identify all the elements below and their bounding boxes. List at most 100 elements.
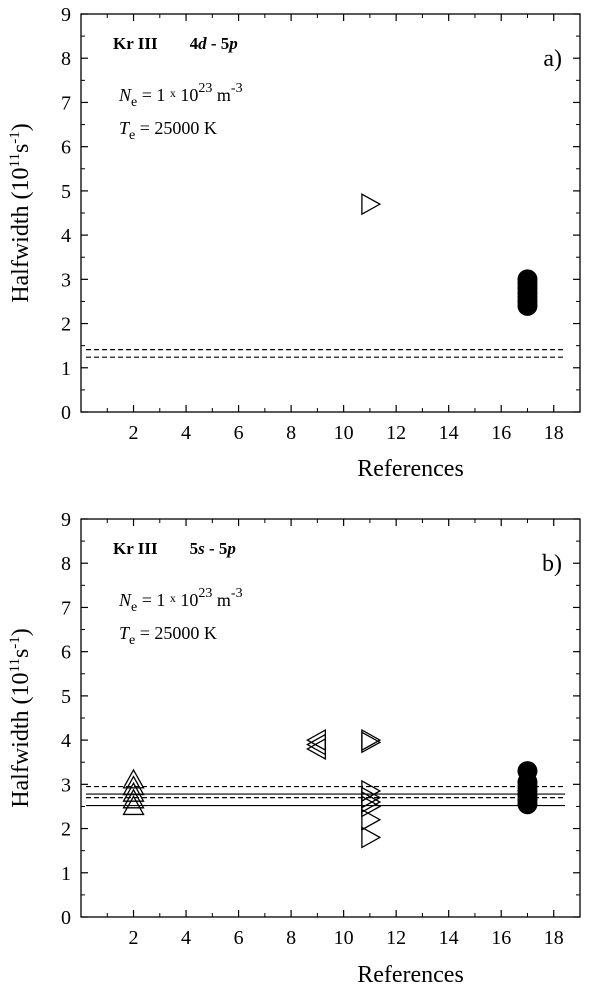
x-tick-label: 6 [234,422,244,444]
y-tick-label: 0 [61,907,71,929]
panel-title-transition: 4 [190,34,199,53]
panel-title-transition: - 5 [207,34,230,53]
y-axis-title-exp: 11 [7,658,23,672]
data-point-triangle-up [122,781,145,802]
annotation-density: Ne = 1 x 1023 m-3 [118,586,243,615]
annotation-density-exp: 23 [198,586,212,601]
data-point-triangle-left [306,729,327,752]
y-tick-label: 6 [61,137,71,159]
annotation-temperature-symbol: T [119,118,131,138]
panel-title-transition: 5 [190,539,199,558]
y-axis-title-main: Halfwidth (10 [8,672,34,807]
data-point-filled-circle [517,761,538,782]
data-point-triangle-up [122,768,145,789]
annotation-density-times: x [170,86,176,100]
y-axis-title: Halfwidth (1011s-1) [7,123,34,303]
data-point-triangle-right [361,826,382,849]
y-tick-label: 6 [61,642,71,664]
x-tick-label: 12 [386,927,406,949]
panel-letter: a) [543,46,562,72]
annotation-temperature-value: = 25000 K [135,623,217,643]
data-point-triangle-right [361,808,382,831]
plot-frame [80,518,581,918]
annotation-temperature-symbol: T [119,623,131,643]
panel-title-transition: - 5 [205,539,228,558]
x-tick-label: 18 [544,927,564,949]
data-point-triangle-up [122,795,145,816]
panel-title-species: Kr III [113,539,158,558]
x-tick-label: 14 [439,422,459,444]
y-axis-title-unit: s [8,649,34,658]
x-tick-label: 4 [181,927,191,949]
y-tick-label: 2 [61,314,71,336]
y-axis-title-unit-exp: -1 [7,636,23,649]
y-tick-label: 0 [61,402,71,424]
y-axis-title: Halfwidth (1011s-1) [7,628,34,808]
annotation-density-exp: 23 [198,81,212,96]
x-tick-label: 12 [386,422,406,444]
annotation-temperature-sub: e [129,128,135,143]
panel-letter: b) [542,551,562,577]
annotation-density-ten: 10 [176,85,199,105]
x-tick-label: 10 [334,927,354,949]
y-tick-label: 9 [61,509,71,531]
annotation-density-symbol: N [118,85,132,105]
annotation-temperature-value: = 25000 K [135,118,217,138]
y-axis-title-close: ) [8,628,34,636]
y-axis-title-close: ) [8,123,34,131]
annotation-temperature: Te = 25000 K [119,118,217,143]
annotation-temperature-sub: e [129,633,135,648]
y-tick-label: 8 [61,48,71,70]
x-tick-label: 2 [129,927,139,949]
panel-title-transition: d [198,34,207,53]
y-tick-label: 7 [61,597,71,619]
x-axis-title: References [357,456,464,482]
data-point-filled-circle [517,269,538,290]
y-tick-label: 9 [61,4,71,26]
data-point-triangle-up [122,775,145,796]
y-tick-label: 3 [61,774,71,796]
annotation-temperature: Te = 25000 K [119,623,217,648]
panel-title-transition: p [227,34,238,53]
y-tick-label: 3 [61,269,71,291]
chart-panel-b: 2 4 6 8 10 12 14 16 180123456789ReferencesHalfwi… [7,509,581,986]
y-tick-label: 2 [61,819,71,841]
y-axis-title-main: Halfwidth (10 [8,167,34,302]
y-axis-title-exp: 11 [7,153,23,167]
x-tick-label: 14 [439,927,459,949]
y-tick-label: 4 [61,225,71,247]
y-tick-label: 4 [61,730,71,752]
x-tick-label: 10 [334,422,354,444]
annotation-density-sub: e [131,95,137,110]
panel-title: Kr III 4d - 5p [113,34,238,53]
annotation-density-eq: = 1 [137,85,170,105]
annotation-density-unit: m [212,590,231,610]
annotation-density-unit-exp: -3 [231,81,243,96]
annotation-density-unit: m [212,85,231,105]
annotation-density-symbol: N [118,590,132,610]
data-point-triangle-right [361,729,382,752]
y-tick-label: 7 [61,92,71,114]
panel-title-transition: s [197,539,205,558]
x-tick-label: 8 [286,927,296,949]
x-tick-label: 18 [544,422,564,444]
annotation-density-unit-exp: -3 [231,586,243,601]
annotation-density-ten: 10 [176,590,199,610]
annotation-density: Ne = 1 x 1023 m-3 [118,81,243,110]
x-tick-label: 6 [234,927,244,949]
data-point-triangle-right [361,779,382,803]
y-tick-label: 1 [61,863,71,885]
data-point-triangle-up [122,788,145,809]
y-axis-title-unit: s [8,144,34,153]
annotation-density-eq: = 1 [137,590,170,610]
annotation-density-times: x [170,591,176,605]
panel-title-transition: p [225,539,236,558]
y-tick-label: 5 [61,181,71,203]
x-tick-label: 8 [286,422,296,444]
x-tick-label: 2 [129,422,139,444]
annotation-density-sub: e [131,600,137,615]
plot-frame [80,13,581,413]
y-tick-label: 8 [61,553,71,575]
x-tick-label: 16 [491,927,511,949]
